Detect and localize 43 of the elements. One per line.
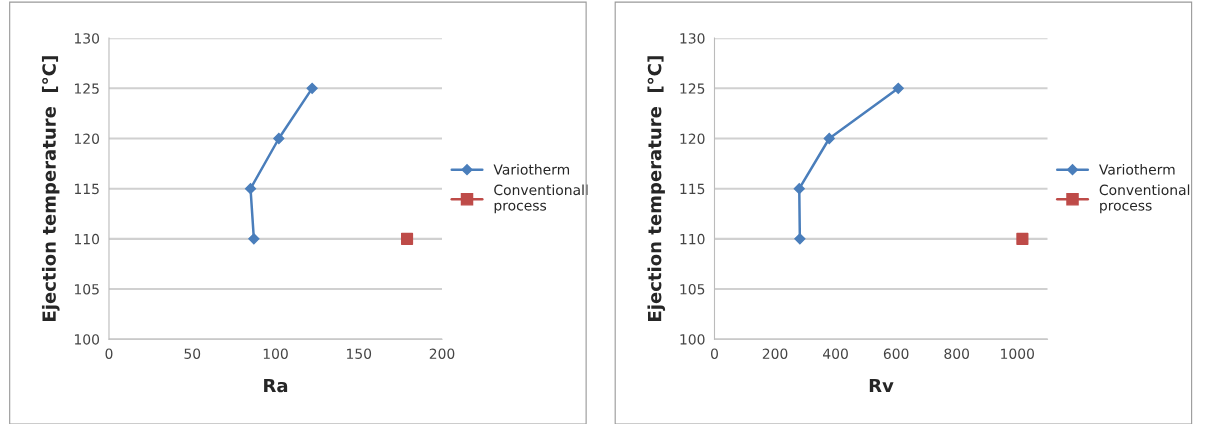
x-axis-title: Rv [869, 378, 894, 393]
point [793, 183, 805, 195]
y-tick-label: 130 [74, 33, 100, 44]
legend-label: Variotherm [493, 163, 570, 175]
y-tick-label: 125 [74, 83, 99, 94]
y-tick-label: 115 [680, 183, 705, 195]
y-tick-label: 100 [74, 334, 100, 345]
y-tick-label: 105 [74, 284, 99, 295]
point [823, 132, 835, 145]
y-tick-label: 110 [680, 233, 705, 245]
y-tick-label: 100 [680, 334, 705, 345]
legend-label: Conventionall process [494, 184, 588, 214]
x-tick-label: 200 [762, 348, 788, 359]
legend-label: Variotherm [1099, 163, 1175, 175]
point [306, 82, 318, 94]
x-axis-title: Ra [264, 378, 288, 393]
x-tick-label: 800 [944, 348, 970, 359]
x-tick-label: 150 [347, 348, 372, 359]
point [892, 82, 904, 94]
x-tick-label: 0 [105, 348, 113, 359]
y-axis-title: Ejection temperature [°C] [41, 56, 60, 321]
y-tick-label: 130 [680, 33, 705, 44]
y-tick-label: 115 [74, 183, 99, 195]
x-tick-label: 600 [883, 348, 909, 359]
point [244, 183, 257, 195]
y-tick-label: 120 [74, 133, 100, 144]
x-tick-label: 200 [429, 348, 455, 359]
y-tick-label: 110 [74, 233, 100, 245]
x-tick-label: 50 [184, 348, 201, 359]
point [400, 232, 414, 245]
x-tick-label: 1000 [1001, 348, 1034, 359]
y-axis-title: Ejection temperature [°C] [647, 56, 666, 321]
point [794, 233, 806, 245]
legend-label: Conventional process [1099, 184, 1190, 214]
x-tick-label: 0 [710, 348, 718, 359]
y-tick-label: 105 [680, 284, 705, 295]
point [273, 132, 285, 145]
point [248, 233, 260, 245]
x-tick-label: 400 [823, 348, 848, 359]
x-tick-label: 100 [263, 348, 288, 359]
point [1016, 232, 1029, 245]
y-tick-label: 120 [680, 133, 705, 144]
y-tick-label: 125 [680, 83, 705, 94]
